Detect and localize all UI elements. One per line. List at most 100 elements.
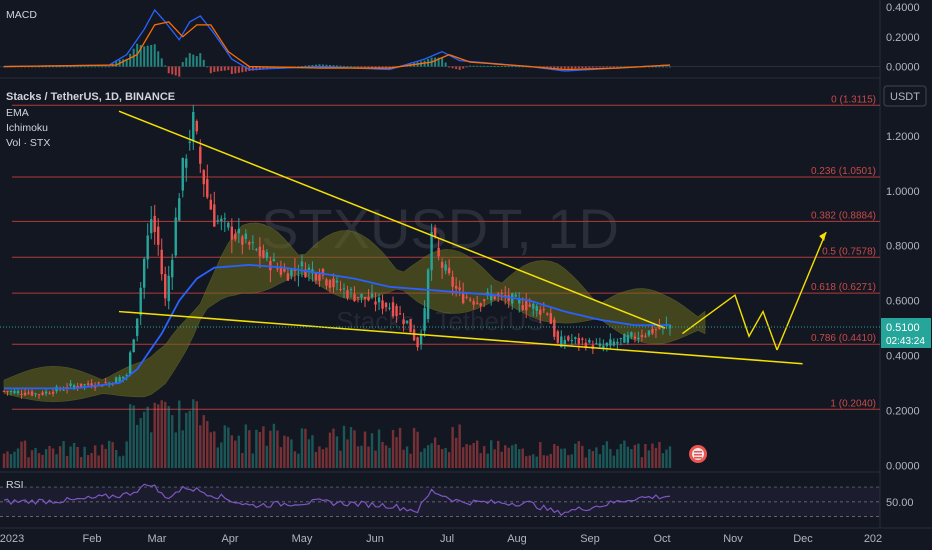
volume-bar: [574, 443, 577, 468]
volume-bar: [227, 427, 230, 468]
candle-body: [374, 301, 377, 305]
candle-body: [16, 391, 20, 394]
candle-body: [395, 305, 398, 317]
macd-histogram-bar: [497, 66, 500, 67]
candle-body: [23, 392, 27, 396]
projection-target-arrow[interactable]: [776, 231, 827, 351]
ichimoku-cloud: [3, 222, 706, 402]
volume-bars: [2, 399, 672, 468]
projection-path[interactable]: [682, 293, 778, 351]
candle-body: [426, 269, 430, 319]
trendline-upper[interactable]: [118, 110, 666, 329]
volume-bar: [497, 440, 500, 468]
candle-body: [199, 146, 202, 164]
candle-body: [556, 331, 559, 343]
volume-bar: [128, 404, 132, 468]
macd-histogram-bar: [94, 66, 97, 68]
volume-bar: [437, 445, 440, 468]
volume-bar: [440, 449, 444, 468]
macd-histogram-bar: [518, 66, 521, 68]
candle-body: [360, 293, 363, 298]
volume-bar: [647, 450, 651, 468]
volume-bar: [332, 428, 335, 468]
candle-body: [290, 268, 293, 276]
volume-bar: [90, 452, 93, 468]
macd-histogram-bar: [577, 66, 580, 69]
macd-histogram-bar: [448, 66, 451, 68]
macd-histogram-bar: [507, 66, 510, 68]
fib-level-label: 0 (1.3115): [831, 94, 876, 105]
candle-body: [86, 383, 90, 385]
volume-bar: [30, 450, 34, 468]
macd-histogram-bar: [115, 60, 118, 67]
candle-body: [391, 302, 395, 317]
candle-body: [104, 382, 107, 384]
macd-histogram-bar: [48, 66, 51, 68]
candle-body: [475, 302, 479, 304]
macd-histogram-bar: [647, 66, 650, 68]
macd-histogram-bar: [220, 66, 223, 72]
candle-body: [577, 337, 581, 344]
ema-line: [4, 264, 670, 390]
rsi-legend[interactable]: RSI: [6, 479, 24, 491]
volume-bar: [588, 449, 591, 468]
candle-body: [167, 275, 170, 302]
volume-bar: [276, 430, 279, 468]
macd-histogram-bar: [181, 62, 184, 67]
volume-bar: [23, 440, 27, 468]
candle-body: [588, 339, 591, 343]
legend-ichimoku[interactable]: Ichimoku: [6, 122, 48, 134]
candle-body: [532, 303, 535, 309]
candle-body: [44, 391, 48, 394]
volume-bar: [342, 425, 346, 468]
volume-bar: [209, 432, 212, 468]
candle-body: [482, 299, 486, 301]
candle-body: [128, 352, 132, 374]
candle-body: [132, 339, 135, 353]
volume-bar: [311, 435, 314, 468]
volume-bar: [55, 454, 58, 468]
price-axis[interactable]: 1.2000 1.0000 0.8000 0.6000 0.4000 0.2000 0.00…: [886, 2, 920, 509]
time-axis[interactable]: 2023 Feb Mar Apr May Jun Jul Aug Sep Oct Nov Dec 202: [0, 533, 882, 545]
volume-bar: [167, 406, 170, 468]
candle-body: [346, 290, 349, 298]
macd-legend[interactable]: MACD: [6, 9, 37, 21]
volume-bar: [654, 447, 658, 468]
legend-ema[interactable]: EMA: [6, 107, 29, 119]
volume-bar: [472, 442, 475, 468]
macd-histogram-bar: [335, 65, 338, 67]
macd-histogram-bar: [83, 66, 86, 68]
candle-body: [602, 345, 605, 350]
trendline-lower[interactable]: [118, 310, 803, 365]
currency-button[interactable]: USDT: [883, 85, 927, 107]
volume-bar: [356, 446, 360, 468]
time-tick-label: Sep: [580, 533, 600, 545]
volume-bar: [500, 451, 503, 468]
macd-histogram-bar: [41, 66, 44, 68]
candle-body: [339, 289, 342, 291]
volume-bar: [86, 455, 90, 468]
candle-body: [423, 308, 426, 331]
candle-body: [461, 292, 465, 304]
macd-histogram-bar: [90, 66, 93, 68]
candle-body: [135, 318, 139, 336]
volume-bar: [504, 445, 507, 468]
time-tick-label: Apr: [221, 533, 238, 545]
volume-bar: [475, 440, 479, 468]
volume-bar: [230, 435, 234, 468]
volume-bar: [328, 432, 332, 468]
macd-histogram-bar: [157, 51, 160, 67]
volume-bar: [188, 410, 191, 468]
volume-bar: [139, 418, 142, 468]
legend-volume[interactable]: Vol · STX: [6, 137, 50, 149]
volume-bar: [447, 452, 451, 468]
candle-body: [234, 233, 237, 240]
macd-histogram-bar: [521, 66, 524, 68]
candle-body: [171, 259, 174, 278]
candle-body: [174, 217, 177, 256]
volume-bar: [93, 445, 97, 468]
events-flag-icon[interactable]: [689, 445, 707, 463]
candle-body: [419, 335, 423, 345]
trendlines[interactable]: [118, 110, 827, 365]
